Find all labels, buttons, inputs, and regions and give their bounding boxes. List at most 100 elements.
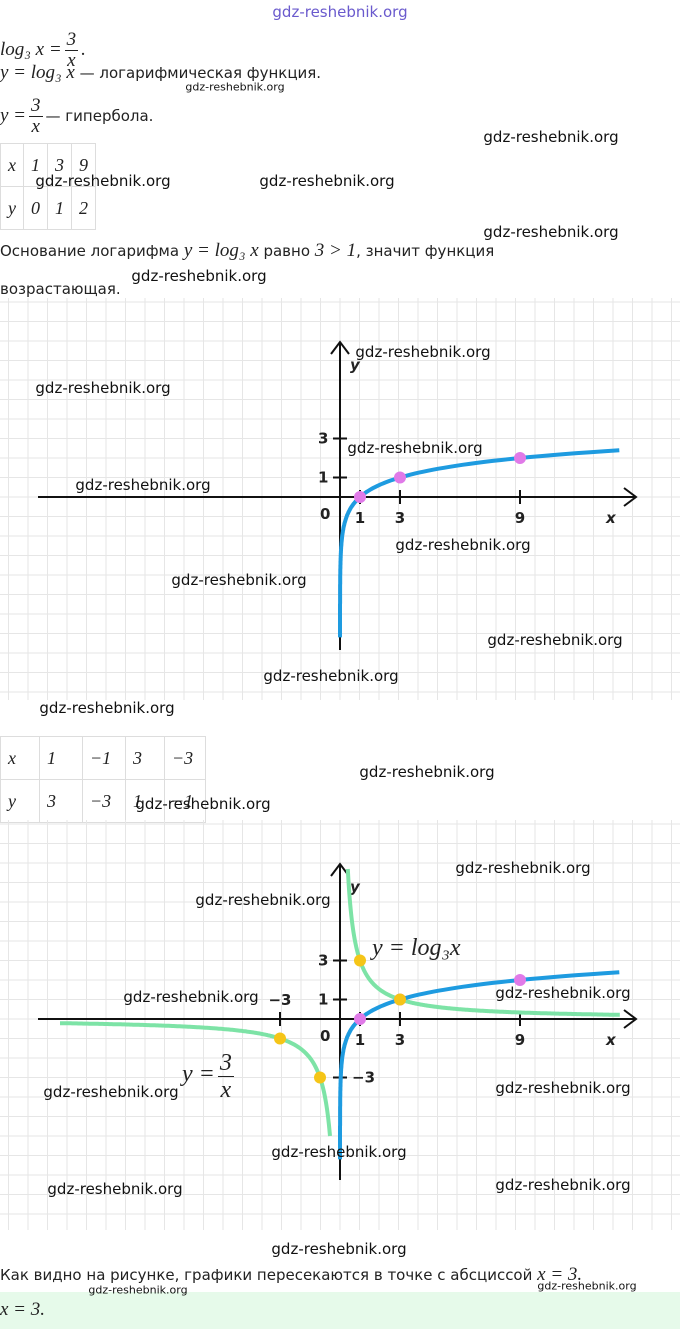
table-cell: x <box>0 143 24 187</box>
table-cell: −1 <box>82 736 126 780</box>
numerator: 3 <box>217 1050 234 1077</box>
watermark: gdz-reshebnik.org <box>123 988 259 1006</box>
x-arrow <box>623 487 638 507</box>
watermark: gdz-reshebnik.org <box>88 1283 188 1297</box>
numerator: 3 <box>64 29 79 51</box>
text-line: y = log₃ x — логарифмическая функция. <box>0 62 321 84</box>
axis-label: y <box>350 356 361 374</box>
table-cell: −1 <box>164 779 206 823</box>
watermark: gdz-reshebnik.org <box>131 267 267 285</box>
text: Основание логарифма <box>0 242 180 260</box>
watermark: gdz-reshebnik.org <box>263 667 399 685</box>
table-cell: −3 <box>164 736 206 780</box>
table-cell: y <box>0 186 24 230</box>
equation-line: log₃ x = 3 x. <box>0 30 86 71</box>
table-cell: 1 <box>23 143 48 187</box>
text: равно <box>263 242 310 260</box>
y-tick-label: 1 <box>318 991 328 1009</box>
point <box>354 954 366 967</box>
y-tick-label: 1 <box>318 469 328 487</box>
x-tick-label: 3 <box>395 1031 405 1049</box>
math: 3 > 1 <box>314 240 357 261</box>
hyperbola <box>345 868 620 1017</box>
table-cell: −3 <box>82 779 126 823</box>
table-cell: y <box>0 779 40 823</box>
graph: x y 0 −3 1 3 9 1 3 −3 <box>0 820 680 1230</box>
denominator: x <box>31 116 40 137</box>
log-curve <box>338 970 620 1160</box>
text: — гипербола. <box>45 107 154 125</box>
watermark: gdz-reshebnik.org <box>483 128 619 146</box>
point <box>514 974 526 986</box>
watermark: gdz-reshebnik.org <box>75 476 211 494</box>
watermark: gdz-reshebnik.org <box>271 1143 407 1161</box>
text: , значит функция возрастающая. <box>0 242 495 298</box>
table-row: y 3 −3 1 −1 <box>0 779 206 823</box>
watermark: gdz-reshebnik.org <box>171 571 307 589</box>
point <box>274 1032 286 1045</box>
watermark: gdz-reshebnik.org <box>43 1083 179 1101</box>
watermark: gdz-reshebnik.org <box>483 223 619 241</box>
point <box>354 491 366 503</box>
y-arrow <box>330 340 350 355</box>
x-tick-label: 9 <box>515 509 525 527</box>
table-cell: 3 <box>125 736 165 780</box>
point <box>394 471 406 484</box>
curve-label: y = 3 x <box>182 1050 237 1103</box>
watermark: gdz-reshebnik.org <box>495 984 631 1002</box>
math: y = log₃x <box>372 935 461 961</box>
numerator: 3 <box>29 95 43 117</box>
point <box>354 1013 366 1025</box>
x-arrow <box>623 1009 638 1029</box>
watermark: gdz-reshebnik.org <box>195 891 331 909</box>
math: log₃ x = <box>0 39 62 60</box>
watermark: gdz-reshebnik.org <box>271 1240 407 1258</box>
math: x = 3. <box>537 1264 583 1285</box>
paragraph: Основание логарифма y = log₃ x равно 3 >… <box>0 232 560 308</box>
watermark: gdz-reshebnik.org <box>487 631 623 649</box>
table-cell: x <box>0 736 40 780</box>
log-curve <box>338 448 620 638</box>
watermark: gdz-reshebnik.org <box>395 536 531 554</box>
math: y = log₃ x <box>0 62 75 83</box>
origin-label: 0 <box>320 1027 330 1045</box>
y-tick-label: −3 <box>352 1069 375 1087</box>
table: x 1 −1 3 −3 y 3 −3 1 −1 <box>0 736 206 823</box>
answer: x = 3. <box>0 1299 46 1320</box>
math: y = <box>182 1061 215 1087</box>
math: y = <box>0 105 27 126</box>
point <box>514 452 526 464</box>
answer-box: x = 3. <box>0 1292 680 1329</box>
x-tick-label: 1 <box>355 1031 365 1049</box>
graph: x y 0 1 3 9 1 3 <box>0 298 680 700</box>
x-tick-label: −3 <box>268 991 291 1009</box>
watermark: gdz-reshebnik.org <box>35 172 171 190</box>
point <box>394 993 406 1006</box>
table-cell: 1 <box>47 186 72 230</box>
watermark: gdz-reshebnik.org <box>259 172 395 190</box>
math: . <box>81 39 86 60</box>
watermark: gdz-reshebnik.org <box>185 80 285 94</box>
watermark: gdz-reshebnik.org <box>355 343 491 361</box>
text: — логарифмическая функция. <box>79 64 322 82</box>
x-tick-label: 3 <box>395 509 405 527</box>
y-tick-label: 3 <box>318 952 328 970</box>
watermark: gdz-reshebnik.org <box>35 379 171 397</box>
text: Как видно на рисунке, графики пересекают… <box>0 1266 533 1284</box>
watermark: gdz-reshebnik.org <box>537 1279 637 1293</box>
axis-label: y <box>350 878 361 896</box>
table-cell: 3 <box>39 779 83 823</box>
watermark: gdz-reshebnik.org <box>359 763 495 781</box>
origin-label: 0 <box>320 505 330 523</box>
table-cell: 1 <box>39 736 83 780</box>
text-line: y = 3 x — гипербола. <box>0 96 153 137</box>
denominator: x <box>220 1077 232 1103</box>
table-cell: 0 <box>23 186 48 230</box>
